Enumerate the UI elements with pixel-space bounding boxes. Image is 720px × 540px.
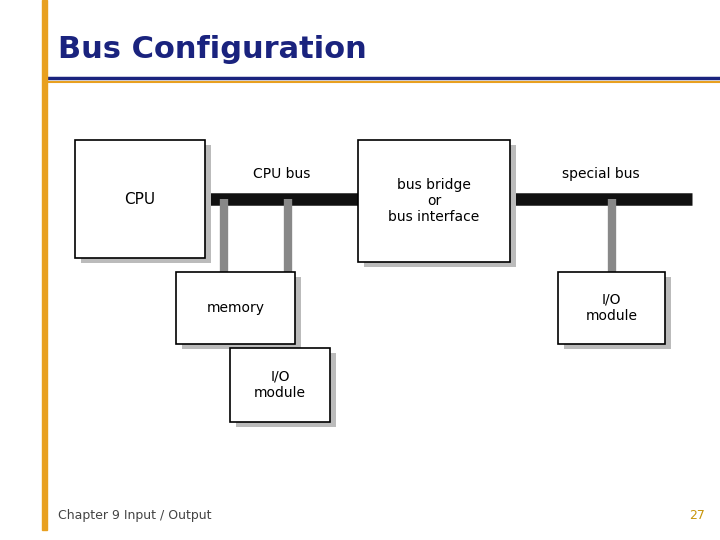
Bar (358, 140, 510, 262)
Bar (564, 277, 671, 349)
Bar (75, 140, 205, 258)
Text: 27: 27 (689, 509, 705, 522)
Bar (558, 272, 665, 344)
Bar (182, 277, 301, 349)
Bar (236, 353, 336, 427)
Text: Chapter 9 Input / Output: Chapter 9 Input / Output (58, 509, 212, 522)
Bar (81, 145, 211, 263)
Bar (176, 272, 295, 344)
Bar (42, 0, 47, 530)
Text: I/O
module: I/O module (254, 370, 306, 400)
Bar (364, 145, 516, 267)
Text: memory: memory (207, 301, 264, 315)
Text: I/O
module: I/O module (585, 293, 637, 323)
Text: CPU bus: CPU bus (253, 167, 310, 181)
Text: Bus Configuration: Bus Configuration (58, 36, 366, 64)
Text: special bus: special bus (562, 167, 640, 181)
Text: bus bridge
or
bus interface: bus bridge or bus interface (388, 178, 480, 224)
Text: CPU: CPU (125, 192, 156, 206)
Bar (230, 348, 330, 422)
